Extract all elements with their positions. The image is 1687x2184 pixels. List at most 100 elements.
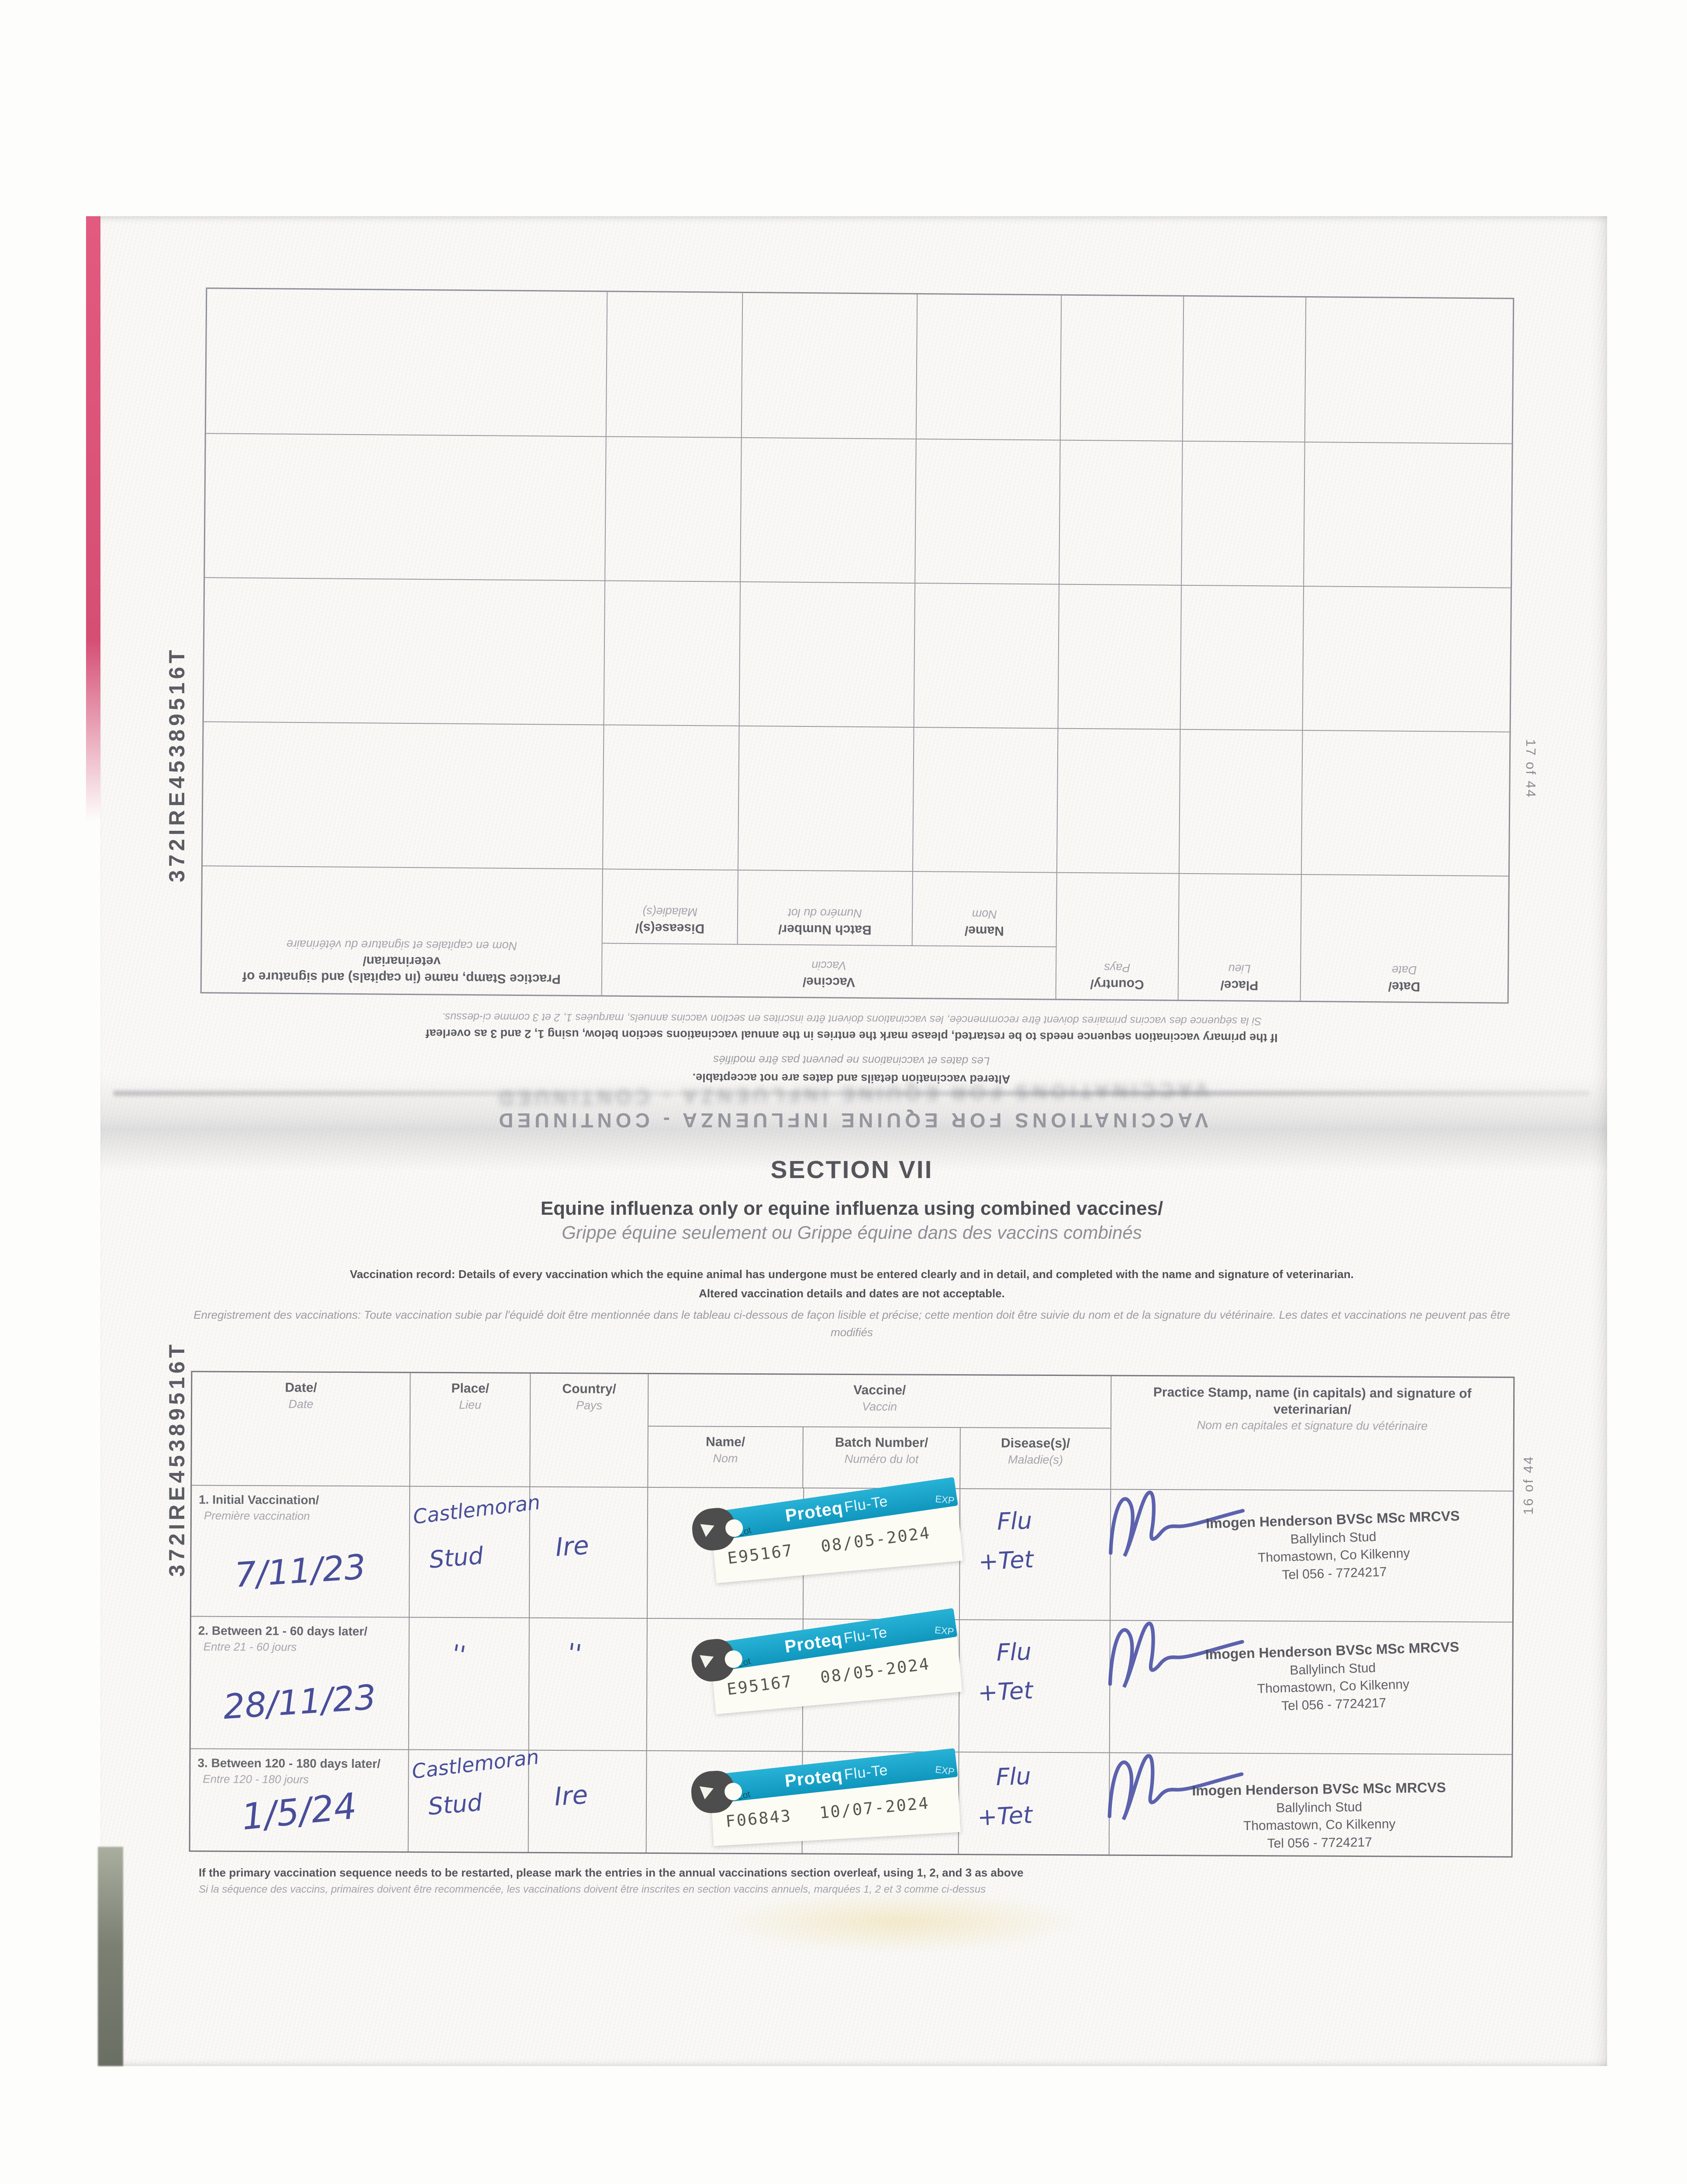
empty-cell [602,724,739,870]
empty-cell [1059,295,1183,441]
handwritten-date: 28/11/23 [222,1678,377,1727]
page-fold-crease [114,1091,1590,1096]
vaccine-brand-suffix: Flu-Te [843,1493,889,1516]
exp-label: EXP [934,1624,955,1638]
intro-line-2: Altered vaccination details and dates ar… [699,1287,1005,1300]
practice-stamp-text: Imogen Henderson BVSc MSc MRCVS Ballylin… [1192,1779,1446,1851]
row1-vaccine-cell: Proteq Flu-Te Lot EXP E95167 08/05-2024 [647,1477,963,1621]
section-title: SECTION VII [770,1156,933,1184]
exp-label: EXP [935,1764,956,1777]
handwritten-disease: +Tet [978,1545,1035,1576]
row1-place-cell: Castlemoran Stud [409,1486,542,1618]
intro-line-1: Vaccination record: Details of every vac… [350,1268,1354,1281]
empty-cell [1302,586,1511,732]
top-page-notes: Altered vaccination details and dates ar… [190,996,1514,1089]
handwritten-country: Ire [554,1530,590,1562]
row2-disease-cell: Flu +Tet [959,1620,1111,1753]
practice-stamp-text: Imogen Henderson BVSc MSc MRCVS Ballylin… [1205,1638,1459,1714]
vaccine-brand: Proteq [784,1498,844,1525]
row3-disease-cell: Flu +Tet [959,1752,1110,1855]
empty-cell [1181,440,1304,586]
row2-stamp-cell: Imogen Henderson BVSc MSc MRCVS Ballylin… [1108,1621,1512,1755]
row3-country-cell: Ire [528,1750,647,1852]
signature-scrawl [1107,1754,1244,1821]
empty-cell [1056,728,1180,873]
handwritten-place: Stud [428,1541,485,1574]
header-date: Date/ Date [1300,874,1508,1002]
empty-cell [737,725,914,871]
empty-cell [1303,442,1512,587]
handwritten-ditto: '' [449,1639,468,1670]
vaccination-record-table: Date/ Date Place/ Lieu Country/ Pays Vac… [189,1371,1515,1858]
handwritten-disease: Flu [997,1507,1033,1535]
vaccine-brand: Proteq [783,1629,844,1656]
handwritten-disease: Flu [996,1638,1032,1666]
top-page-title: VACCINATIONS FOR EQUINE INFLUENZA - CONT… [495,1109,1208,1132]
header-name: Name/ Nom [911,871,1056,947]
row1-stamp-cell: Imogen Henderson BVSc MSc MRCVS Ballylin… [1109,1489,1513,1623]
empty-cell [204,577,605,725]
header-disease: Disease(s)/ Maladie(s) [960,1428,1111,1490]
empty-cell [1057,584,1181,729]
header-disease: Disease(s)/ Maladie(s) [601,868,738,944]
empty-cell [738,581,915,727]
footer-note: If the primary vaccination sequence need… [199,1866,1024,1879]
empty-cell [912,727,1058,872]
bottom-page-number: 16 of 44 [1521,1455,1536,1515]
row2-vaccine-cell: Proteq Flu-Te Lot EXP E95167 08/05-2024 [647,1608,963,1753]
header-name: Name/ Nom [648,1426,804,1489]
empty-cell [913,583,1059,728]
note-altered-fr: Les dates et vaccinations ne peuvent pas… [713,1053,990,1068]
empty-cell [206,289,607,436]
section-heading-fr: Grippe équine seulement ou Grippe équine… [562,1222,1142,1243]
vaccine-sticker: Proteq Flu-Te Lot EXP E95167 08/05-2024 [690,1477,976,1591]
page-fold-shadow [100,1075,1607,1171]
empty-cell [740,437,916,583]
vaccine-brand-suffix: Flu-Te [842,1624,889,1647]
header-batch: Batch Number/ Numéro du lot [737,869,912,945]
header-date: Date/ Date [192,1372,411,1487]
header-vaccine-group: Vaccine/ Vaccin [648,1374,1112,1429]
empty-cell [1304,297,1513,443]
note-restart-fr: Si la séquence des vaccins primaires doi… [442,1011,1262,1027]
passport-open-pages [100,216,1607,2066]
row1-country-cell: Ire [529,1487,649,1619]
row3-vaccine-cell: Proteq Flu-Te Lot EXP F06843 10/07-2024 [646,1748,961,1854]
header-place: Place/ Lieu [410,1373,531,1487]
top-passport-id: 372IRE45389516T [165,646,189,882]
handwritten-place: Stud [427,1788,483,1821]
empty-cell [603,580,740,726]
empty-cell [205,433,606,581]
empty-cell [741,293,917,439]
paper-smudge [716,1891,1083,1952]
empty-cell [915,294,1061,440]
row3-place-cell: Castlemoran Stud [408,1745,540,1852]
handwritten-date: 7/11/23 [233,1547,367,1596]
empty-cell [1301,730,1510,876]
note-restart: If the primary vaccination sequence need… [425,1026,1278,1045]
row1-date-cell: 1. Initial Vaccination/ Première vaccina… [191,1486,411,1618]
empty-cell [1180,584,1304,730]
handwritten-place: Castlemoran [411,1745,541,1783]
handwritten-disease: +Tet [977,1676,1034,1707]
empty-cell [203,721,604,869]
vaccine-sticker: Proteq Flu-Te Lot EXP E95167 08/05-2024 [689,1608,976,1722]
vaccine-brand: Proteq [783,1765,844,1791]
handwritten-ditto: '' [565,1637,583,1669]
handwritten-country: Ire [553,1780,589,1812]
header-country: Country/ Pays [1055,872,1179,1000]
handwritten-disease: +Tet [976,1801,1033,1832]
book-spine-stripe [86,216,102,821]
row2-date-cell: 2. Between 21 - 60 days later/ Entre 21 … [190,1617,410,1750]
empty-cell [604,436,741,581]
empty-cell [1182,296,1306,442]
signature-scrawl [1109,1490,1245,1557]
row3-date-cell: 3. Between 120 - 180 days later/ Entre 1… [190,1749,409,1852]
header-practice-stamp: Practice Stamp, name (in capitals) and s… [201,865,602,995]
handwritten-disease: Flu [995,1762,1032,1791]
bottom-passport-id: 372IRE45389516T [165,1341,189,1577]
handwritten-place: Castlemoran [411,1490,542,1529]
vaccine-brand-suffix: Flu-Te [843,1761,889,1783]
handwritten-date: 1/5/24 [239,1785,359,1838]
